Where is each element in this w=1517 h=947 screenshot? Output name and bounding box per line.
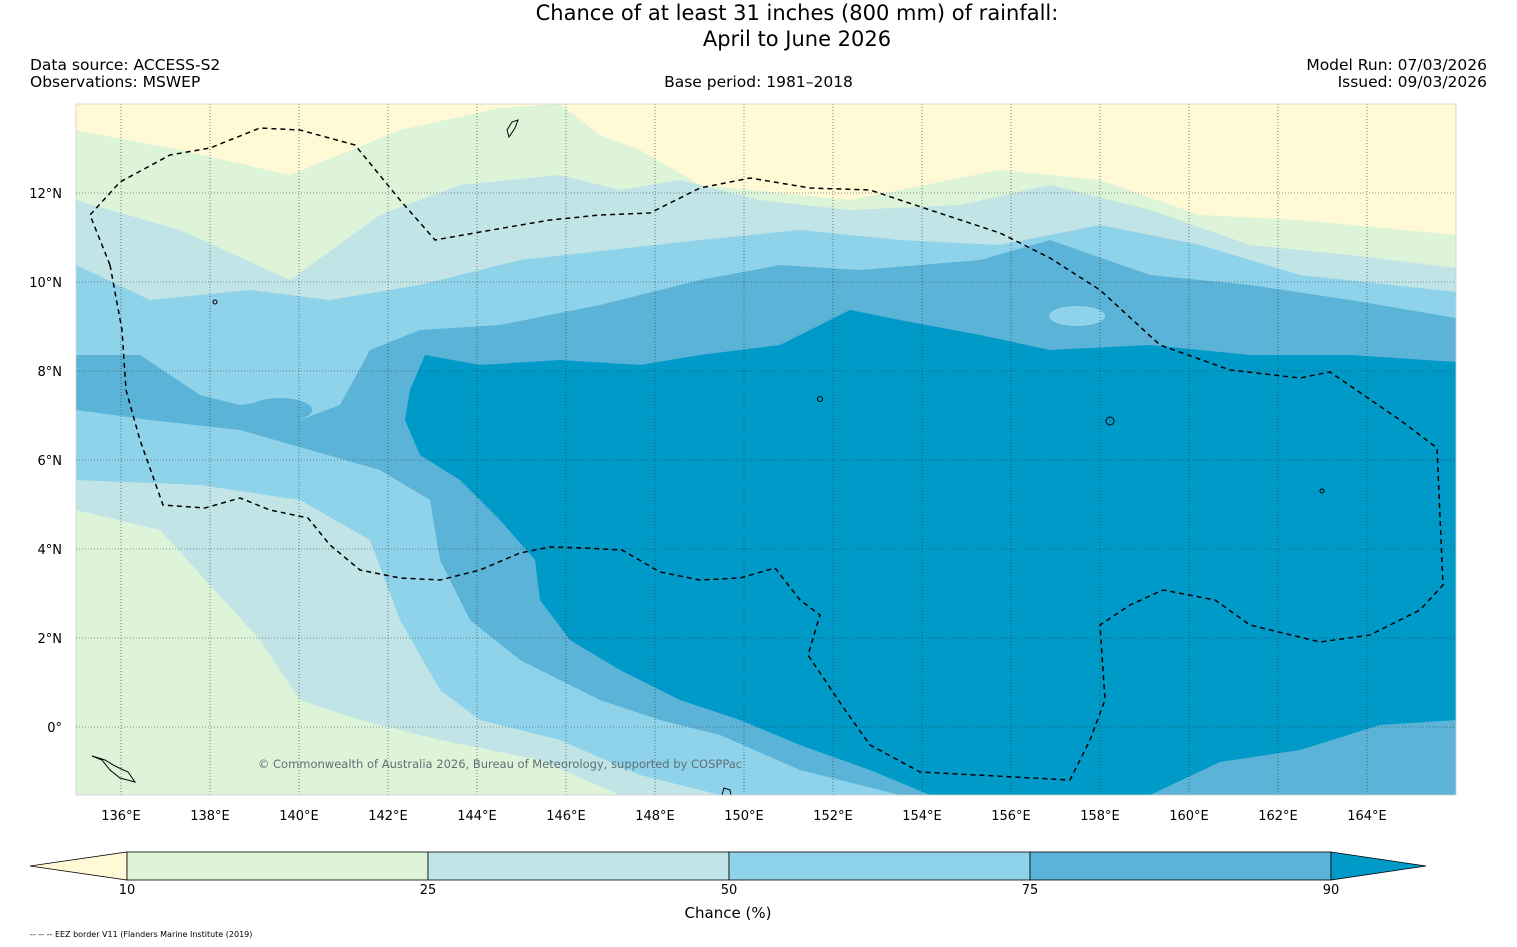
band-90-100 xyxy=(405,310,1456,795)
lat-label: 0° xyxy=(47,721,62,736)
lon-label: 156°E xyxy=(991,809,1031,824)
lon-label: 154°E xyxy=(902,809,942,824)
lat-label: 2°N xyxy=(38,632,63,647)
colorbar-segment-50-75 xyxy=(728,851,1031,881)
colorbar-title: Chance (%) xyxy=(684,904,772,922)
lat-label: 8°N xyxy=(38,365,63,380)
lat-axis-labels: 12°N 10°N 8°N 6°N 4°N 2°N 0° xyxy=(29,187,62,736)
colorbar-segment-25-50 xyxy=(427,851,730,881)
copyright-notice: © Commonwealth of Australia 2026, Bureau… xyxy=(258,757,742,771)
lon-label: 150°E xyxy=(724,809,764,824)
colorbar-segment-10-25 xyxy=(126,851,429,881)
kosrae-island xyxy=(1319,488,1325,494)
lon-axis-labels: 136°E 138°E 140°E 142°E 144°E 146°E 148°… xyxy=(101,809,1387,824)
lat-label: 12°N xyxy=(29,187,62,202)
eez-border-note: -- -- -- EEZ border V11 (Flanders Marine… xyxy=(30,930,253,939)
patch-west xyxy=(248,398,312,422)
lon-label: 142°E xyxy=(368,809,408,824)
lon-label: 138°E xyxy=(190,809,230,824)
guam-island xyxy=(506,119,519,139)
source-info: Data source: ACCESS-S2 Observations: MSW… xyxy=(30,57,220,91)
lon-label: 146°E xyxy=(546,809,586,824)
eez-border-palau xyxy=(89,127,1444,781)
colorbar-tick-label: 25 xyxy=(419,883,437,898)
graticule xyxy=(76,104,1456,795)
lon-label: 158°E xyxy=(1080,809,1120,824)
observations-text: Observations: MSWEP xyxy=(30,73,201,91)
colorbar-extend-high xyxy=(1330,851,1427,881)
lon-label: 160°E xyxy=(1169,809,1209,824)
lat-label: 6°N xyxy=(38,454,63,469)
lon-label: 136°E xyxy=(101,809,141,824)
lat-label: 10°N xyxy=(29,276,62,291)
chuuk-island xyxy=(817,396,823,402)
colorbar-tick-label: 90 xyxy=(1322,883,1340,898)
lon-label: 152°E xyxy=(813,809,853,824)
colorbar-segment-75-90 xyxy=(1029,851,1332,881)
map-title: Chance of at least 31 inches (800 mm) of… xyxy=(0,0,1517,52)
light-patch-east xyxy=(1049,306,1105,326)
eez-borders xyxy=(89,127,1444,781)
colorbar xyxy=(29,851,1427,881)
title-line-2: April to June 2026 xyxy=(702,27,892,51)
model-run-text: Model Run: 07/03/2026 xyxy=(1306,56,1487,74)
base-period-text: Base period: 1981–2018 xyxy=(664,73,853,91)
lon-label: 140°E xyxy=(279,809,319,824)
colorbar-tick-label: 50 xyxy=(720,883,738,898)
map-frame xyxy=(75,103,1457,796)
issued-text: Issued: 09/03/2026 xyxy=(1337,73,1487,91)
colorbar-tick-label: 75 xyxy=(1021,883,1039,898)
pohnpei-island xyxy=(1105,416,1115,426)
lat-label: 4°N xyxy=(38,543,63,558)
lon-label: 164°E xyxy=(1347,809,1387,824)
run-info: Model Run: 07/03/2026 Issued: 09/03/2026 xyxy=(1306,57,1487,91)
lon-label: 162°E xyxy=(1258,809,1298,824)
yap-island xyxy=(212,299,218,305)
data-source-text: Data source: ACCESS-S2 xyxy=(30,56,221,74)
colorbar-extend-low xyxy=(29,851,128,881)
new-ireland-coast xyxy=(721,787,732,796)
title-line-1: Chance of at least 31 inches (800 mm) of… xyxy=(535,1,1059,25)
islands xyxy=(91,119,1325,796)
lon-label: 144°E xyxy=(457,809,497,824)
colorbar-tick-label: 10 xyxy=(118,883,136,898)
lon-label: 148°E xyxy=(635,809,675,824)
new-guinea-coast xyxy=(91,755,137,783)
map-fill-layers xyxy=(76,104,1456,795)
